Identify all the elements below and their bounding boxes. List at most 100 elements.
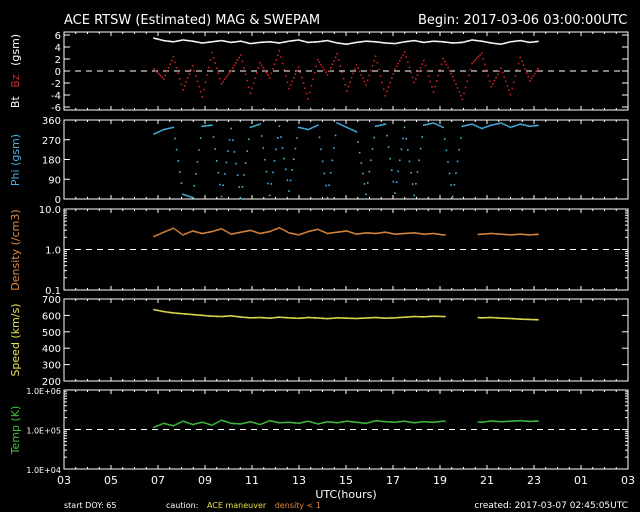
speed-point (328, 317, 330, 320)
bz-point (289, 84, 292, 86)
phi-point (506, 125, 509, 127)
bz-point (334, 56, 337, 59)
bt-point (265, 41, 268, 43)
phi-point (496, 122, 499, 125)
speed-point (408, 316, 411, 318)
bt-point (222, 40, 224, 42)
speed-point (423, 316, 425, 318)
bz-point (180, 83, 183, 86)
density-point (310, 230, 313, 232)
speed-point (262, 316, 265, 319)
temp-point (477, 421, 480, 423)
speed-point (378, 316, 380, 319)
density-point (328, 232, 330, 235)
temp-point (363, 422, 366, 424)
temp-point (238, 423, 241, 425)
bt-point (368, 40, 371, 43)
temp-point (435, 421, 438, 423)
bz-point (384, 95, 387, 97)
bz-point (485, 69, 488, 71)
caution-note: caution: ACE maneuver density < 1 (166, 501, 321, 510)
bz-point (488, 80, 491, 82)
bz-point (405, 56, 408, 58)
temp-point (423, 420, 425, 423)
phi-point (299, 126, 302, 129)
density-point (315, 228, 318, 231)
temp-point (501, 420, 504, 423)
bz-point (440, 63, 443, 65)
phi-point (407, 149, 409, 151)
phi-point (235, 162, 237, 165)
temp-point (431, 421, 433, 423)
phi-point (415, 182, 417, 185)
temp-point (485, 420, 488, 423)
bt-point (326, 39, 329, 42)
phi-point (199, 137, 202, 139)
bz-point (360, 74, 363, 76)
phi-point (423, 124, 425, 126)
density-point (484, 233, 486, 235)
bz-point (323, 69, 326, 71)
bz-point (231, 67, 234, 69)
density-point (482, 233, 485, 235)
bz-point (175, 67, 178, 69)
density-point (299, 233, 302, 236)
temp-point (350, 420, 353, 423)
phi-point (254, 124, 257, 127)
density-point (154, 234, 157, 237)
bz-point (371, 65, 374, 67)
bt-point (532, 41, 534, 43)
bt-point (275, 41, 277, 44)
bz-point (294, 73, 297, 75)
bt-point (498, 43, 501, 45)
bt-point (225, 40, 228, 43)
density-point (241, 231, 244, 233)
density-point (443, 233, 446, 236)
bz-point (395, 65, 398, 68)
speed-point (516, 318, 518, 320)
density-point (488, 232, 491, 235)
temp-point (387, 421, 390, 423)
phi-point (276, 137, 279, 139)
temp-point (333, 421, 335, 424)
density-point (530, 233, 533, 236)
bz-point (272, 68, 274, 70)
speed-point (309, 316, 311, 319)
bz-point (159, 74, 162, 77)
bz-point (217, 72, 220, 75)
density-point (187, 232, 189, 234)
phi-point (241, 186, 244, 188)
density-point (522, 233, 525, 236)
bz-point (493, 79, 496, 82)
speed-point (329, 317, 332, 320)
bt-point (301, 40, 303, 42)
temp-point (177, 422, 179, 425)
speed-point (513, 317, 515, 320)
x-tick-label: 11 (245, 474, 259, 487)
temp-point (180, 421, 183, 423)
phi-point (174, 137, 176, 140)
phi-point (289, 179, 292, 182)
temp-point (291, 421, 294, 424)
phi-point (504, 124, 507, 126)
phi-point (220, 195, 223, 198)
density-point (333, 231, 335, 234)
bz-point (525, 72, 528, 74)
speed-point (228, 315, 231, 317)
density-point (382, 231, 385, 234)
density-point (244, 230, 247, 233)
density-point (190, 230, 192, 233)
bt-point (442, 41, 444, 43)
bt-point (376, 41, 379, 43)
bt-point (386, 42, 388, 44)
density-point (270, 230, 273, 232)
bt-point (178, 39, 181, 42)
caution-maneuver: ACE maneuver (207, 501, 267, 510)
bz-point (259, 62, 261, 64)
density-point (273, 228, 276, 231)
phi-point (270, 183, 273, 185)
bt-point (312, 41, 314, 43)
density-point (182, 234, 184, 236)
bz-point (262, 67, 265, 69)
temp-point (193, 423, 196, 425)
